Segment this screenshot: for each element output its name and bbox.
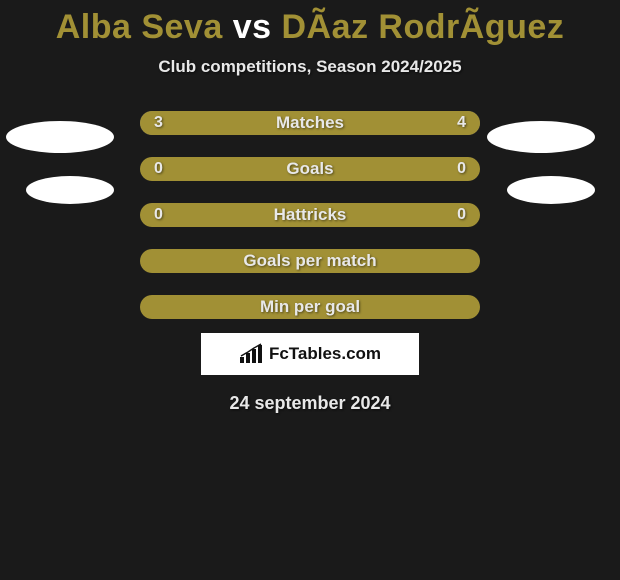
comparison-title: Alba Seva vs DÃ­az RodrÃ­guez xyxy=(0,0,620,47)
generated-date: 24 september 2024 xyxy=(0,393,620,414)
stat-row: 34Matches xyxy=(140,111,480,135)
stat-label: Hattricks xyxy=(140,205,480,225)
stat-row: 00Goals xyxy=(140,157,480,181)
stat-label: Goals xyxy=(140,159,480,179)
stat-row: Min per goal xyxy=(140,295,480,319)
stat-row: Goals per match xyxy=(140,249,480,273)
stat-row: 00Hattricks xyxy=(140,203,480,227)
chart-bars-icon xyxy=(239,343,265,365)
decorative-ellipse xyxy=(6,121,114,153)
decorative-ellipse xyxy=(26,176,114,204)
brand-text: FcTables.com xyxy=(269,344,381,364)
title-part: vs xyxy=(223,8,282,46)
stat-label: Min per goal xyxy=(140,297,480,317)
title-part: DÃ­az RodrÃ­guez xyxy=(281,8,564,46)
brand-box: FcTables.com xyxy=(201,333,419,375)
decorative-ellipse xyxy=(507,176,595,204)
decorative-ellipse xyxy=(487,121,595,153)
title-part: Alba Seva xyxy=(56,8,223,46)
season-subtitle: Club competitions, Season 2024/2025 xyxy=(0,57,620,77)
stat-label: Matches xyxy=(140,113,480,133)
stat-label: Goals per match xyxy=(140,251,480,271)
